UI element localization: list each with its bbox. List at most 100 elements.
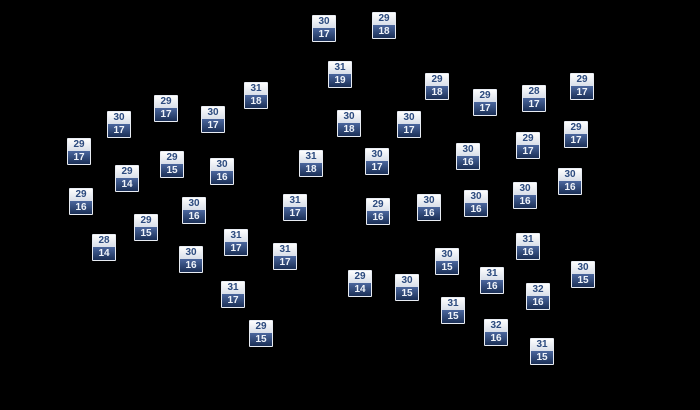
high-temp-value: 31	[517, 234, 539, 246]
low-temp-value: 17	[474, 102, 496, 115]
temp-marker[interactable]: 30 16	[417, 194, 441, 221]
temp-marker[interactable]: 31 15	[441, 297, 465, 324]
low-temp-value: 17	[225, 242, 247, 255]
low-temp-value: 17	[313, 28, 335, 41]
temp-marker[interactable]: 29 17	[516, 132, 540, 159]
temp-marker[interactable]: 31 17	[273, 243, 297, 270]
temp-marker[interactable]: 29 17	[564, 121, 588, 148]
temp-marker[interactable]: 32 16	[484, 319, 508, 346]
high-temp-value: 28	[93, 235, 115, 247]
low-temp-value: 14	[349, 283, 371, 296]
low-temp-value: 17	[565, 134, 587, 147]
temp-marker[interactable]: 29 17	[473, 89, 497, 116]
temp-marker[interactable]: 29 15	[160, 151, 184, 178]
low-temp-value: 16	[70, 201, 92, 214]
temp-marker[interactable]: 31 18	[244, 82, 268, 109]
temp-marker[interactable]: 30 16	[182, 197, 206, 224]
low-temp-value: 15	[531, 351, 553, 364]
temp-marker[interactable]: 31 16	[480, 267, 504, 294]
low-temp-value: 17	[398, 124, 420, 137]
high-temp-value: 32	[527, 284, 549, 296]
temp-marker[interactable]: 30 17	[397, 111, 421, 138]
temp-marker[interactable]: 29 18	[372, 12, 396, 39]
high-temp-value: 29	[161, 152, 183, 164]
temp-marker[interactable]: 30 16	[464, 190, 488, 217]
high-temp-value: 31	[300, 151, 322, 163]
high-temp-value: 29	[250, 321, 272, 333]
temp-marker[interactable]: 29 18	[425, 73, 449, 100]
high-temp-value: 29	[135, 215, 157, 227]
high-temp-value: 30	[202, 107, 224, 119]
high-temp-value: 30	[180, 247, 202, 259]
low-temp-value: 15	[436, 261, 458, 274]
temp-marker[interactable]: 30 15	[435, 248, 459, 275]
low-temp-value: 15	[161, 164, 183, 177]
temp-marker[interactable]: 29 17	[67, 138, 91, 165]
high-temp-value: 31	[531, 339, 553, 351]
temp-marker[interactable]: 30 17	[201, 106, 225, 133]
low-temp-value: 17	[571, 86, 593, 99]
high-temp-value: 29	[155, 96, 177, 108]
low-temp-value: 18	[426, 86, 448, 99]
low-temp-value: 18	[245, 95, 267, 108]
low-temp-value: 16	[418, 207, 440, 220]
temp-marker[interactable]: 30 17	[365, 148, 389, 175]
temp-marker[interactable]: 30 17	[312, 15, 336, 42]
temp-marker[interactable]: 29 17	[154, 95, 178, 122]
low-temp-value: 14	[116, 178, 138, 191]
temp-marker[interactable]: 30 15	[571, 261, 595, 288]
high-temp-value: 31	[274, 244, 296, 256]
high-temp-value: 31	[481, 268, 503, 280]
low-temp-value: 16	[367, 211, 389, 224]
temp-marker[interactable]: 30 17	[107, 111, 131, 138]
temp-marker[interactable]: 31 17	[224, 229, 248, 256]
high-temp-value: 30	[436, 249, 458, 261]
temp-marker[interactable]: 30 15	[395, 274, 419, 301]
low-temp-value: 16	[457, 156, 479, 169]
high-temp-value: 30	[465, 191, 487, 203]
temp-marker[interactable]: 32 16	[526, 283, 550, 310]
high-temp-value: 30	[398, 112, 420, 124]
low-temp-value: 16	[559, 181, 581, 194]
temp-marker[interactable]: 29 16	[69, 188, 93, 215]
high-temp-value: 29	[571, 74, 593, 86]
high-temp-value: 29	[68, 139, 90, 151]
temp-marker[interactable]: 31 18	[299, 150, 323, 177]
low-temp-value: 17	[108, 124, 130, 137]
temp-marker[interactable]: 30 16	[179, 246, 203, 273]
temp-marker[interactable]: 29 17	[570, 73, 594, 100]
high-temp-value: 30	[211, 159, 233, 171]
temp-marker[interactable]: 29 14	[115, 165, 139, 192]
temp-marker[interactable]: 30 16	[210, 158, 234, 185]
high-temp-value: 29	[116, 166, 138, 178]
temp-marker[interactable]: 29 15	[134, 214, 158, 241]
temp-marker[interactable]: 31 19	[328, 61, 352, 88]
temp-marker[interactable]: 31 17	[221, 281, 245, 308]
high-temp-value: 29	[349, 271, 371, 283]
high-temp-value: 31	[329, 62, 351, 74]
temp-marker[interactable]: 30 16	[456, 143, 480, 170]
low-temp-value: 15	[572, 274, 594, 287]
temp-marker[interactable]: 29 16	[366, 198, 390, 225]
temp-marker[interactable]: 29 15	[249, 320, 273, 347]
temp-marker[interactable]: 28 14	[92, 234, 116, 261]
high-temp-value: 32	[485, 320, 507, 332]
low-temp-value: 17	[274, 256, 296, 269]
high-temp-value: 31	[284, 195, 306, 207]
temp-marker[interactable]: 30 16	[558, 168, 582, 195]
temp-marker[interactable]: 31 16	[516, 233, 540, 260]
low-temp-value: 16	[485, 332, 507, 345]
high-temp-value: 30	[366, 149, 388, 161]
temp-marker[interactable]: 31 15	[530, 338, 554, 365]
temp-marker[interactable]: 30 18	[337, 110, 361, 137]
temp-marker[interactable]: 30 16	[513, 182, 537, 209]
temp-marker[interactable]: 28 17	[522, 85, 546, 112]
high-temp-value: 29	[565, 122, 587, 134]
high-temp-value: 30	[313, 16, 335, 28]
high-temp-value: 30	[457, 144, 479, 156]
low-temp-value: 18	[300, 163, 322, 176]
temp-marker[interactable]: 29 14	[348, 270, 372, 297]
low-temp-value: 14	[93, 247, 115, 260]
temp-marker[interactable]: 31 17	[283, 194, 307, 221]
high-temp-value: 30	[338, 111, 360, 123]
